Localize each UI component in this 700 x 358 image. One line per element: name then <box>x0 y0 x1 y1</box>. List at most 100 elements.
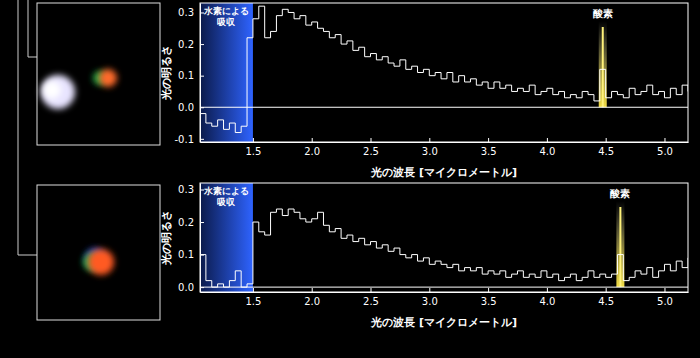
band-label-line: 吸収 <box>217 197 236 207</box>
y-tick: 0.1 <box>178 249 204 260</box>
x-tick: 2.5 <box>363 138 379 157</box>
x-tick-label: 2.5 <box>363 146 379 157</box>
y-axis: -0.10.00.10.20.3 <box>174 4 204 145</box>
x-tick: 5.0 <box>657 288 673 307</box>
x-tick-label: 5.0 <box>657 146 673 157</box>
zero-line <box>200 287 688 288</box>
band-label-line: 水素による <box>203 186 249 196</box>
plot-area <box>200 3 688 142</box>
x-tick: 4.5 <box>598 288 614 307</box>
x-tick-label: 4.0 <box>539 296 555 307</box>
x-tick-mark <box>606 138 607 142</box>
x-tick-mark <box>547 138 548 142</box>
y-tick-mark <box>200 255 204 256</box>
x-axis-title: 光の波長 [マイクロメートル] <box>370 166 517 179</box>
x-tick: 1.5 <box>245 288 261 307</box>
absorption-band <box>200 3 253 142</box>
spectrum-line <box>200 6 688 132</box>
y-tick: 0.1 <box>178 70 204 81</box>
y-tick: 0.0 <box>178 282 204 293</box>
x-tick-mark <box>488 138 489 142</box>
y-tick: 0.3 <box>178 184 204 195</box>
x-tick: 4.0 <box>539 138 555 157</box>
x-tick-mark <box>429 288 430 292</box>
y-axis-title: 光の明るさ <box>160 45 173 101</box>
x-tick-mark <box>429 138 430 142</box>
y-axis-line <box>200 184 201 293</box>
y-tick: 0.2 <box>178 217 204 228</box>
x-tick-mark <box>312 288 313 292</box>
absorption-band <box>200 183 253 292</box>
y-tick-mark <box>200 287 204 288</box>
emission-label: 酸素 <box>593 8 613 19</box>
y-tick-label: -0.1 <box>174 134 194 145</box>
y-tick-label: 0.1 <box>178 70 194 81</box>
band-label: 水素による吸収 <box>203 6 249 27</box>
x-tick: 2.0 <box>304 288 320 307</box>
x-tick-label: 3.5 <box>481 296 497 307</box>
y-tick: -0.1 <box>174 134 204 145</box>
x-tick: 5.0 <box>657 138 673 157</box>
emission-label: 酸素 <box>610 188 630 199</box>
band-label-line: 吸収 <box>217 17 236 27</box>
thumbnail-frame <box>37 3 160 145</box>
y-tick-label: 0.2 <box>178 217 194 228</box>
x-tick-label: 4.5 <box>598 146 614 157</box>
x-tick-label: 1.5 <box>245 296 261 307</box>
x-tick-label: 5.0 <box>657 296 673 307</box>
x-tick-label: 2.5 <box>363 296 379 307</box>
x-tick: 2.0 <box>304 138 320 157</box>
x-tick-label: 3.0 <box>422 146 438 157</box>
x-tick-mark <box>371 288 372 292</box>
y-tick-label: 0.0 <box>178 282 194 293</box>
x-tick: 1.5 <box>245 138 261 157</box>
x-tick-mark <box>312 138 313 142</box>
x-tick-label: 1.5 <box>245 146 261 157</box>
x-tick-label: 2.0 <box>304 146 320 157</box>
y-tick-mark <box>200 76 204 77</box>
spectrum-line <box>200 209 688 287</box>
x-axis-line <box>201 292 689 293</box>
galaxy-blob <box>41 75 75 109</box>
x-tick-label: 2.0 <box>304 296 320 307</box>
connector <box>28 0 37 57</box>
galaxy-blob <box>43 81 61 99</box>
y-axis-title: 光の明るさ <box>160 210 173 266</box>
y-tick-mark <box>200 139 204 140</box>
x-tick-label: 4.0 <box>539 146 555 157</box>
y-axis-line <box>200 4 201 143</box>
y-tick-mark <box>200 222 204 223</box>
x-tick-mark <box>606 288 607 292</box>
y-tick-label: 0.3 <box>178 7 194 18</box>
emission-line <box>619 207 621 287</box>
y-tick-label: 0.3 <box>178 184 194 195</box>
galaxy-blob <box>99 69 117 87</box>
x-tick-mark <box>253 288 254 292</box>
x-axis: 1.5 2.0 2.5 3.0 3.5 4.0 4.5 5.0 <box>201 288 689 307</box>
y-tick-label: 0.0 <box>178 102 194 113</box>
chart: 1.52.02.53.03.54.04.55.0-0.10.00.10.20.3… <box>160 3 689 179</box>
x-axis-line <box>201 142 689 143</box>
x-tick-mark <box>664 138 665 142</box>
y-tick: 0.3 <box>178 7 204 18</box>
connector <box>18 0 37 255</box>
x-tick-label: 3.5 <box>481 146 497 157</box>
x-tick: 3.5 <box>481 288 497 307</box>
y-tick-label: 0.1 <box>178 249 194 260</box>
zero-line <box>200 107 688 108</box>
x-tick: 3.0 <box>422 138 438 157</box>
x-tick: 3.5 <box>481 138 497 157</box>
x-tick-mark <box>371 138 372 142</box>
x-tick: 4.5 <box>598 138 614 157</box>
figure: 1.5 2.0 2.5 3.0 3.5 4.0 4.5 5.0 -0.1 0.0 0.1 0.2 0.3… <box>0 0 700 358</box>
x-tick-mark <box>547 288 548 292</box>
plot-area <box>200 183 688 292</box>
plot-frame <box>200 183 688 292</box>
y-tick: 0.0 <box>178 102 204 113</box>
x-tick: 3.0 <box>422 288 438 307</box>
emission-line <box>602 27 604 107</box>
x-axis: 1.5 2.0 2.5 3.0 3.5 4.0 4.5 5.0 <box>201 138 689 157</box>
band-label-line: 水素による <box>203 6 249 16</box>
band-label: 水素による吸収 <box>203 186 249 207</box>
y-axis: 0.0 0.1 0.2 0.3 <box>178 184 204 293</box>
